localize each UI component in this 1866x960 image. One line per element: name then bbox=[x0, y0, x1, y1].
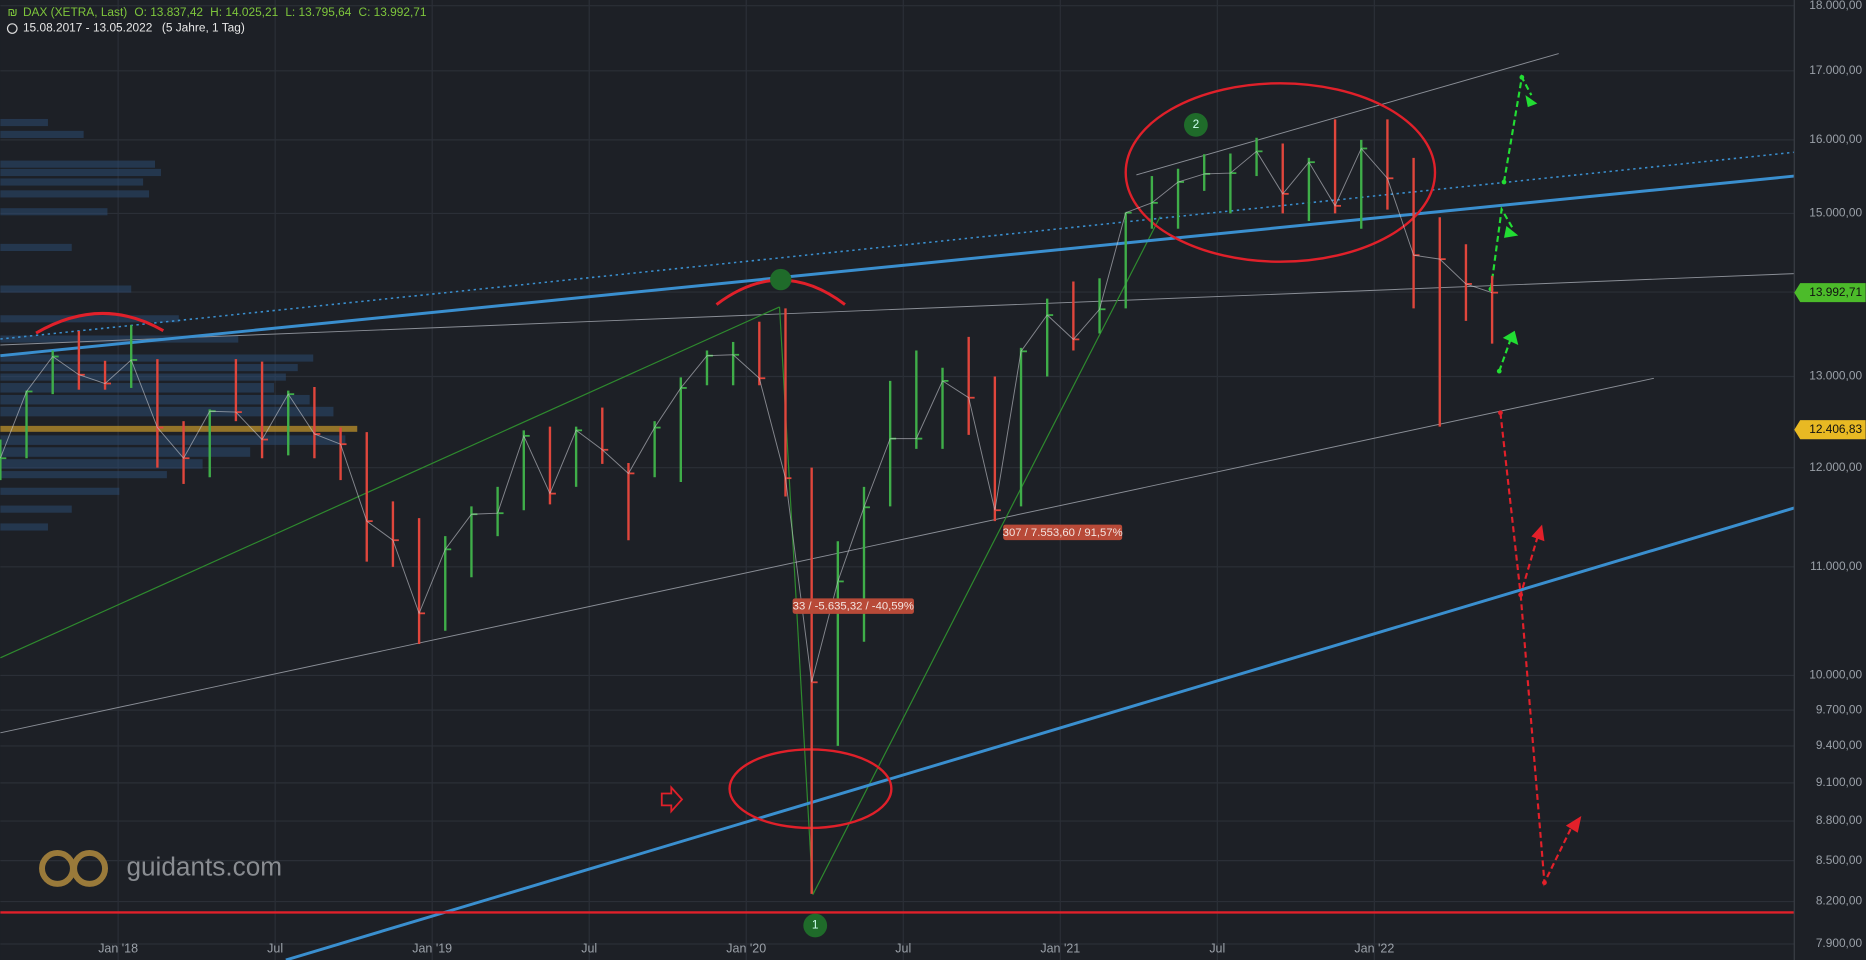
logo bbox=[39, 849, 109, 887]
x-tick-label: Jul bbox=[267, 942, 283, 956]
x-tick-label: Jul bbox=[895, 942, 911, 956]
y-tick-label: 9.700,00 bbox=[1816, 702, 1863, 716]
price-label: 12.406,83 bbox=[1809, 422, 1862, 436]
quote: H: 14.025,21 bbox=[210, 5, 278, 19]
period: 15.08.2017 - 13.05.2022 bbox=[23, 21, 152, 35]
y-tick-label: 13.000,00 bbox=[1809, 369, 1862, 383]
watermark: guidants.com bbox=[126, 851, 282, 881]
quote: C: 13.992,71 bbox=[359, 5, 427, 19]
header-period: 15.08.2017 - 13.05.2022 (5 Jahre, 1 Tag) bbox=[23, 21, 245, 35]
poc-band bbox=[0, 425, 358, 432]
x-tick-label: Jan '18 bbox=[98, 942, 138, 956]
marker bbox=[803, 913, 828, 938]
x-tick-label: Jul bbox=[581, 942, 597, 956]
y-tick-label: 18.000,00 bbox=[1809, 0, 1862, 12]
axes: 18.000,0017.000,0016.000,0015.000,0014.0… bbox=[98, 0, 1866, 956]
y-tick-label: 16.000,00 bbox=[1809, 132, 1862, 146]
annotation: 307 / 7.553,60 / 91,57% bbox=[1003, 527, 1123, 539]
volume-profile bbox=[0, 118, 346, 531]
x-tick-label: Jan '22 bbox=[1354, 942, 1394, 956]
price-label-box bbox=[1794, 283, 1866, 303]
annotation: 33 / -5.635,32 / -40,59% bbox=[793, 601, 914, 613]
x-tick-label: Jan '21 bbox=[1040, 942, 1080, 956]
quote: O: 13.837,42 bbox=[134, 5, 203, 19]
marker bbox=[1184, 113, 1208, 137]
y-tick-label: 17.000,00 bbox=[1809, 63, 1862, 77]
y-tick-label: 12.000,00 bbox=[1809, 460, 1862, 474]
annotation-box bbox=[792, 598, 914, 614]
arrow-heads bbox=[660, 74, 1582, 886]
price-bars bbox=[0, 119, 1499, 894]
marker bbox=[770, 268, 792, 291]
interval: (5 Jahre, 1 Tag) bbox=[162, 21, 245, 35]
grid bbox=[0, 0, 1795, 960]
y-tick-label: 9.400,00 bbox=[1816, 738, 1863, 752]
y-tick-label: 9.100,00 bbox=[1816, 775, 1863, 789]
marker-label: 2 bbox=[1193, 117, 1200, 131]
x-tick-label: Jan '20 bbox=[726, 942, 766, 956]
y-tick-label: 15.000,00 bbox=[1809, 206, 1862, 220]
y-tick-label: 8.500,00 bbox=[1816, 853, 1863, 867]
drawings bbox=[0, 53, 1795, 960]
header-title: DAX (XETRA, Last) O: 13.837,42 H: 14.025,2… bbox=[23, 5, 427, 19]
header-icon: ₪ bbox=[7, 5, 17, 19]
price-label: 13.992,71 bbox=[1809, 285, 1862, 299]
x-tick-label: Jul bbox=[1209, 942, 1225, 956]
annotation-box bbox=[1003, 524, 1123, 541]
quote: L: 13.795,64 bbox=[285, 5, 351, 19]
x-tick-label: Jan '19 bbox=[412, 942, 452, 956]
y-tick-label: 10.000,00 bbox=[1809, 668, 1862, 682]
clock-icon bbox=[6, 23, 18, 34]
y-tick-label: 7.900,00 bbox=[1816, 936, 1863, 950]
close-line bbox=[0, 147, 1493, 683]
title: DAX (XETRA, Last) bbox=[23, 5, 127, 19]
y-tick-label: 8.800,00 bbox=[1816, 813, 1863, 827]
y-tick-label: 8.200,00 bbox=[1816, 894, 1863, 908]
marker-label: 1 bbox=[812, 918, 819, 932]
y-axis-panel bbox=[1794, 0, 1866, 960]
price-label-box bbox=[1794, 420, 1866, 440]
y-tick-label: 11.000,00 bbox=[1810, 559, 1862, 573]
